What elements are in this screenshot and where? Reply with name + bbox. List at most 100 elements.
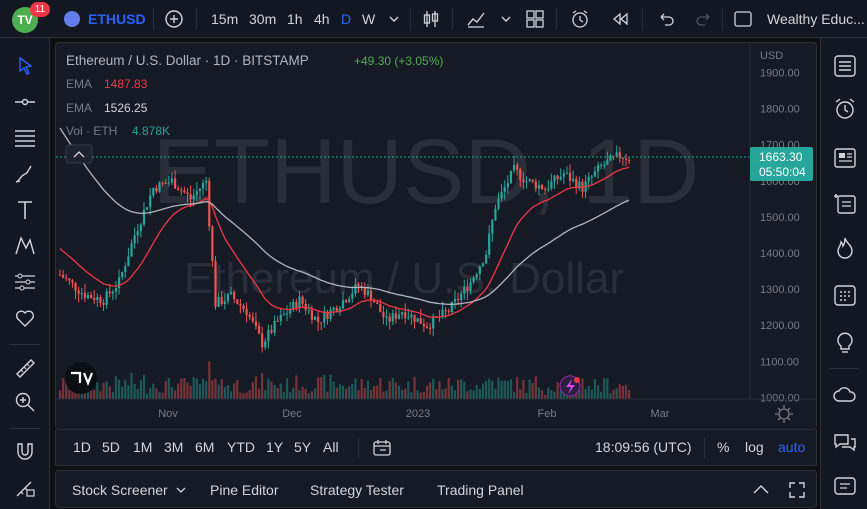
ruler-icon[interactable]	[13, 356, 37, 380]
range-6m[interactable]: 6M	[195, 439, 215, 455]
volume-bar	[506, 380, 509, 399]
calendar-icon[interactable]	[832, 282, 858, 308]
volume-bar	[136, 388, 139, 399]
zoom-in-icon[interactable]	[13, 390, 37, 414]
text-icon[interactable]	[13, 198, 37, 222]
range-5y[interactable]: 5Y	[294, 439, 312, 455]
candle-body	[139, 224, 142, 232]
data-window-icon[interactable]	[832, 190, 858, 216]
candle-body	[80, 292, 83, 294]
interval-15m[interactable]: 15m	[211, 11, 239, 27]
legend-title[interactable]: Ethereum / U.S. Dollar · 1D · BITSTAMP	[66, 53, 309, 68]
compare-add-icon[interactable]	[164, 9, 184, 29]
candle-body	[345, 300, 348, 303]
brush-icon[interactable]	[13, 162, 37, 186]
cursor-icon[interactable]	[13, 54, 37, 78]
interval-w[interactable]: W	[362, 11, 376, 27]
candle-body	[525, 181, 528, 183]
utc-clock[interactable]: 18:09:56 (UTC)	[595, 439, 692, 455]
indicators-icon[interactable]	[466, 9, 486, 29]
pattern-icon[interactable]	[13, 234, 37, 258]
volume-bar	[186, 382, 189, 399]
range-1d[interactable]: 1D	[73, 439, 91, 455]
goto-date-icon[interactable]	[372, 438, 392, 458]
ema1-label[interactable]: EMA	[66, 77, 92, 91]
fullscreen-box-icon[interactable]	[733, 9, 753, 29]
hotlists-fire-icon[interactable]	[832, 235, 858, 261]
fib-retracement-icon[interactable]	[13, 126, 37, 150]
tradingview-watermark-logo[interactable]	[65, 362, 97, 394]
chats-icon[interactable]	[832, 430, 858, 456]
interval-1h[interactable]: 1h	[287, 11, 303, 27]
heart-icon[interactable]	[13, 306, 37, 330]
chart-pane[interactable]: ETHUSD, 1D Ethereum / U.S. Dollar USD 19…	[55, 42, 817, 430]
replay-icon[interactable]	[610, 9, 630, 29]
ideas-lightbulb-icon[interactable]	[832, 329, 858, 355]
price-axis[interactable]: 1900.001800.001700.001600.001500.001400.…	[760, 68, 800, 405]
time-axis[interactable]: Nov Dec 2023 Feb Mar	[158, 408, 670, 420]
currency-label[interactable]: USD	[760, 50, 783, 62]
watchlist-icon[interactable]	[832, 53, 858, 79]
collapse-legend-button[interactable]	[65, 144, 93, 164]
layout-name[interactable]: Wealthy Educ...	[767, 11, 865, 27]
price-chart[interactable]: ETHUSD, 1D Ethereum / U.S. Dollar USD 19…	[56, 43, 817, 430]
maximize-icon[interactable]	[787, 480, 807, 500]
volume-label[interactable]: Vol · ETH	[66, 124, 117, 138]
lightning-icon[interactable]	[559, 375, 581, 397]
volume-bar	[447, 378, 450, 399]
symbol-search[interactable]: ETHUSD	[88, 11, 146, 27]
auto-toggle[interactable]: auto	[778, 439, 806, 455]
tab-trading-panel[interactable]: Trading Panel	[437, 482, 524, 498]
alarm-clock-icon[interactable]	[832, 96, 858, 122]
layouts-icon[interactable]	[525, 9, 545, 29]
tab-pine-editor[interactable]: Pine Editor	[210, 482, 279, 498]
candle-body	[186, 192, 189, 195]
range-1y[interactable]: 1Y	[266, 439, 284, 455]
volume-bar	[419, 392, 422, 399]
candle-body	[444, 309, 447, 311]
volume-bar	[472, 390, 475, 399]
chevron-up-icon[interactable]	[751, 481, 771, 499]
magnet-icon[interactable]	[13, 440, 37, 464]
candle-body	[466, 286, 469, 291]
ema2-label[interactable]: EMA	[66, 101, 92, 115]
range-1m[interactable]: 1M	[133, 439, 153, 455]
volume-bar	[245, 392, 248, 399]
news-icon[interactable]	[832, 145, 858, 171]
bottom-panel: Stock Screener Pine Editor Strategy Test…	[55, 470, 817, 508]
tab-strategy-tester[interactable]: Strategy Tester	[310, 482, 404, 498]
streams-cloud-icon[interactable]	[832, 382, 858, 408]
interval-30m[interactable]: 30m	[249, 11, 277, 27]
chevron-down-icon[interactable]	[384, 9, 404, 29]
trendline-icon[interactable]	[13, 90, 37, 114]
chevron-down-icon[interactable]	[496, 9, 516, 29]
log-toggle[interactable]: log	[745, 439, 764, 455]
range-ytd[interactable]: YTD	[227, 439, 255, 455]
redo-icon[interactable]	[694, 9, 714, 29]
interval-d[interactable]: D	[341, 11, 352, 27]
candle-body	[382, 312, 385, 318]
chevron-down-icon[interactable]	[174, 483, 188, 497]
range-all[interactable]: All	[323, 439, 339, 455]
volume-bar	[62, 378, 65, 399]
prediction-icon[interactable]	[13, 270, 37, 294]
range-3m[interactable]: 3M	[164, 439, 184, 455]
volume-bar	[155, 388, 158, 399]
tab-stock-screener[interactable]: Stock Screener	[72, 482, 168, 498]
percent-toggle[interactable]: %	[717, 439, 730, 455]
volume-bar	[205, 381, 208, 399]
lock-drawings-icon[interactable]	[13, 476, 37, 500]
volume-bar	[93, 390, 96, 399]
candle-body	[562, 173, 565, 177]
candle-body	[550, 181, 553, 189]
settings-gear-icon[interactable]	[775, 405, 793, 423]
candles-icon[interactable]	[421, 9, 441, 29]
candle-body	[357, 284, 360, 286]
range-5d[interactable]: 5D	[102, 439, 120, 455]
alert-clock-icon[interactable]	[570, 9, 590, 29]
volume-bar	[618, 384, 621, 399]
interval-4h[interactable]: 4h	[314, 11, 330, 27]
candle-body	[397, 314, 401, 319]
undo-icon[interactable]	[656, 9, 676, 29]
notifications-chat-icon[interactable]	[832, 474, 858, 500]
